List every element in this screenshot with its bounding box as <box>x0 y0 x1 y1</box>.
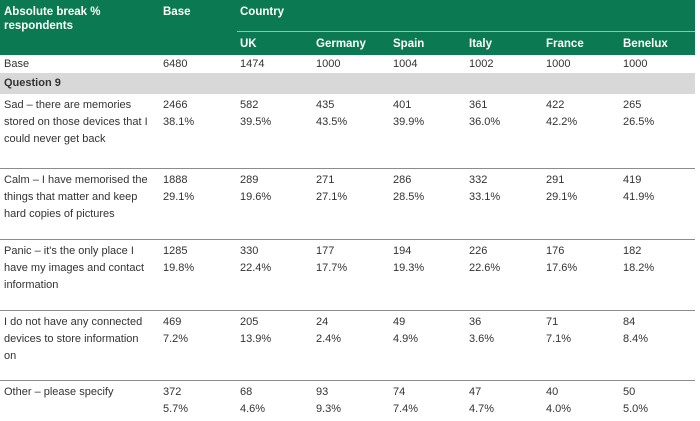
header-country-france: France <box>546 38 584 50</box>
table-row: Sad – there are memories stored on those… <box>0 94 695 168</box>
row-cell: 422 42.2% <box>546 99 578 128</box>
row-cell: 469 7.2% <box>163 316 189 345</box>
row-cell: 419 41.9% <box>623 174 655 203</box>
row-cell: 194 19.3% <box>393 245 425 274</box>
table-header: Absolute break % respondents Base Countr… <box>0 0 695 55</box>
header-label: Absolute break % respondents <box>4 6 101 32</box>
header-country-spain: Spain <box>393 38 425 50</box>
header-base: Base <box>163 6 191 18</box>
row-divider <box>0 380 695 381</box>
row-divider <box>0 168 695 169</box>
table-row: I do not have any connected devices to s… <box>0 311 695 380</box>
base-value: 1000 <box>546 58 571 70</box>
row-divider <box>0 239 695 240</box>
row-cell: 401 39.9% <box>393 99 425 128</box>
row-label: Panic – it's the only place I have my im… <box>4 245 145 291</box>
row-cell: 93 9.3% <box>316 386 342 415</box>
row-cell: 582 39.5% <box>240 99 272 128</box>
row-cell: 47 4.7% <box>469 386 495 415</box>
row-cell: 182 18.2% <box>623 245 655 274</box>
row-cell: 24 2.4% <box>316 316 342 345</box>
row-cell: 226 22.6% <box>469 245 501 274</box>
row-cell: 332 33.1% <box>469 174 501 203</box>
row-cell: 50 5.0% <box>623 386 649 415</box>
row-cell: 71 7.1% <box>546 316 572 345</box>
table-row: Calm – I have memorised the things that … <box>0 169 695 239</box>
header-divider <box>237 31 695 32</box>
row-cell: 291 29.1% <box>546 174 578 203</box>
section-row: Question 9 <box>0 73 695 94</box>
row-cell: 84 8.4% <box>623 316 649 345</box>
row-divider <box>0 310 695 311</box>
row-cell: 271 27.1% <box>316 174 348 203</box>
table-row: Other – please specify 372 5.7% 68 4.6% 93… <box>0 381 695 421</box>
header-country-germany: Germany <box>316 38 366 50</box>
row-cell: 372 5.7% <box>163 386 189 415</box>
row-cell: 177 17.7% <box>316 245 348 274</box>
row-cell: 36 3.6% <box>469 316 495 345</box>
row-cell: 40 4.0% <box>546 386 572 415</box>
base-value: 1000 <box>316 58 341 70</box>
row-cell: 330 22.4% <box>240 245 272 274</box>
row-cell: 49 4.9% <box>393 316 419 345</box>
row-cell: 1285 19.8% <box>163 245 195 274</box>
base-value: 1000 <box>623 58 648 70</box>
row-cell: 205 13.9% <box>240 316 272 345</box>
header-country: Country <box>240 6 285 18</box>
row-label: Sad – there are memories stored on those… <box>4 99 148 145</box>
row-cell: 176 17.6% <box>546 245 578 274</box>
row-cell: 68 4.6% <box>240 386 266 415</box>
row-label: Other – please specify <box>4 386 114 398</box>
row-cell: 289 19.6% <box>240 174 272 203</box>
base-row: Base 6480 1474 1000 1004 1002 1000 1000 <box>0 55 695 73</box>
header-country-benelux: Benelux <box>623 38 668 50</box>
row-label: Calm – I have memorised the things that … <box>4 174 148 220</box>
base-value: 1004 <box>393 58 418 70</box>
table-row: Panic – it's the only place I have my im… <box>0 240 695 310</box>
row-cell: 435 43.5% <box>316 99 348 128</box>
row-cell: 74 7.4% <box>393 386 419 415</box>
row-cell: 2466 38.1% <box>163 99 195 128</box>
base-row-label: Base <box>4 58 30 70</box>
row-label: I do not have any connected devices to s… <box>4 316 143 362</box>
header-country-uk: UK <box>240 38 257 50</box>
row-cell: 265 26.5% <box>623 99 655 128</box>
base-value: 1474 <box>240 58 265 70</box>
base-value: 1002 <box>469 58 494 70</box>
row-cell: 361 36.0% <box>469 99 501 128</box>
section-title: Question 9 <box>4 77 61 89</box>
row-cell: 286 28.5% <box>393 174 425 203</box>
header-country-italy: Italy <box>469 38 493 50</box>
row-cell: 1888 29.1% <box>163 174 195 203</box>
base-value: 6480 <box>163 58 188 70</box>
